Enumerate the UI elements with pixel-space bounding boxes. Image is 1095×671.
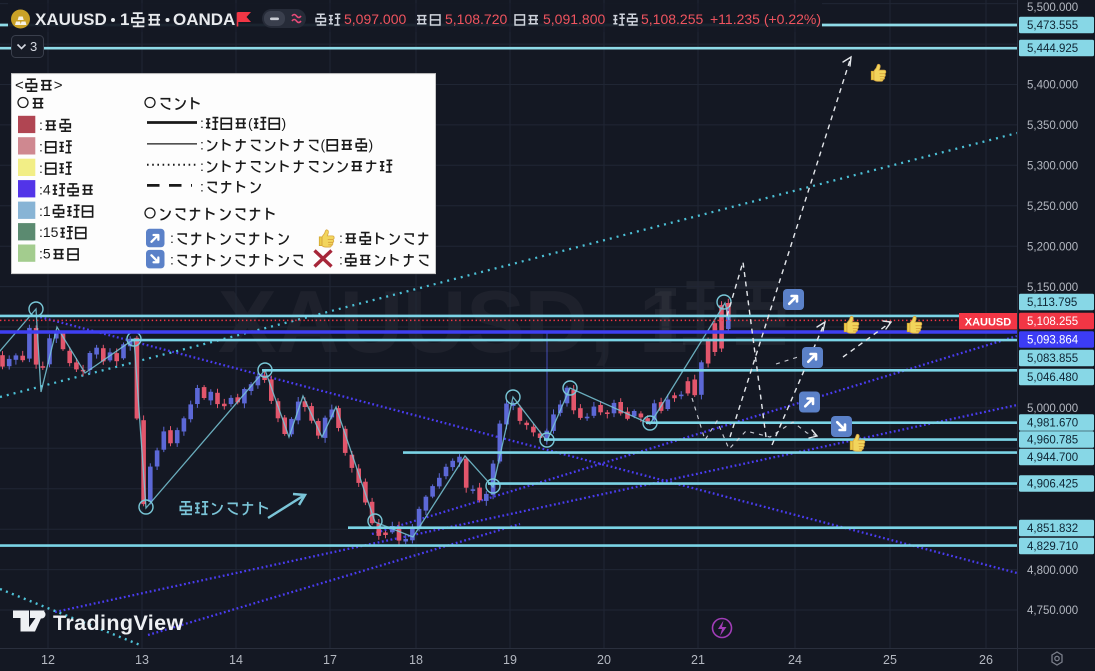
svg-text:5,200.000: 5,200.000: [1027, 241, 1078, 253]
svg-text::5: :5: [39, 246, 51, 262]
svg-text::4: :4: [39, 181, 51, 197]
svg-text:12: 12: [41, 653, 55, 667]
svg-text:XAUUSD: XAUUSD: [35, 10, 107, 29]
svg-text:1: 1: [120, 10, 129, 29]
svg-text:5,108.255: 5,108.255: [1027, 316, 1078, 328]
svg-text:5,400.000: 5,400.000: [1027, 80, 1078, 92]
svg-text::: :: [200, 178, 204, 194]
svg-text:18: 18: [409, 653, 423, 667]
svg-text:24: 24: [788, 653, 802, 667]
svg-text::: :: [170, 252, 174, 268]
svg-text:3: 3: [30, 39, 37, 54]
svg-text:19: 19: [503, 653, 517, 667]
svg-text::: :: [200, 158, 204, 174]
svg-text:XAUUSD: XAUUSD: [218, 272, 588, 371]
svg-text::: :: [39, 160, 43, 176]
svg-text:25: 25: [883, 653, 897, 667]
svg-text:5,091.800: 5,091.800: [543, 11, 605, 27]
svg-text:4,981.670: 4,981.670: [1027, 418, 1078, 430]
svg-text::: :: [200, 137, 204, 153]
svg-text:5,108.720: 5,108.720: [445, 11, 507, 27]
svg-text:13: 13: [135, 653, 149, 667]
svg-text::: :: [339, 230, 343, 246]
svg-text:5,300.000: 5,300.000: [1027, 161, 1078, 173]
svg-text:4,851.832: 4,851.832: [1027, 523, 1078, 535]
svg-text:OANDA: OANDA: [173, 10, 235, 29]
svg-text::: :: [170, 230, 174, 246]
svg-text:4,944.700: 4,944.700: [1027, 452, 1078, 464]
svg-text:4,800.000: 4,800.000: [1027, 565, 1078, 577]
svg-text:+11.235 (+0.22%): +11.235 (+0.22%): [710, 11, 821, 27]
svg-text:5,000.000: 5,000.000: [1027, 403, 1078, 415]
svg-text:): ): [369, 137, 374, 153]
svg-text:4,829.710: 4,829.710: [1027, 541, 1078, 553]
svg-text:(: (: [321, 137, 326, 153]
svg-text:21: 21: [691, 653, 705, 667]
svg-text:XAUUSD: XAUUSD: [965, 317, 1012, 329]
svg-text:>: >: [54, 77, 63, 94]
svg-text::15: :15: [39, 224, 59, 240]
svg-text:): ): [282, 115, 287, 131]
svg-text:4,960.785: 4,960.785: [1027, 435, 1078, 447]
svg-text:26: 26: [979, 653, 993, 667]
svg-text:5,083.855: 5,083.855: [1027, 353, 1078, 365]
svg-text:5,250.000: 5,250.000: [1027, 201, 1078, 213]
svg-text:5,473.555: 5,473.555: [1027, 20, 1078, 32]
svg-text::: :: [339, 252, 343, 268]
svg-text:5,500.000: 5,500.000: [1027, 2, 1078, 14]
svg-text:5,093.864: 5,093.864: [1027, 335, 1079, 347]
svg-text:5,113.795: 5,113.795: [1027, 297, 1077, 309]
svg-text:5,046.480: 5,046.480: [1027, 372, 1078, 384]
svg-text::: :: [200, 115, 204, 131]
svg-text:<: <: [15, 77, 24, 94]
svg-text:5,150.000: 5,150.000: [1027, 282, 1078, 294]
svg-text:17: 17: [323, 653, 337, 667]
svg-text::: :: [39, 138, 43, 154]
svg-text:TradingView: TradingView: [53, 611, 184, 635]
svg-text::: :: [39, 117, 43, 133]
svg-text::1: :1: [39, 203, 51, 219]
svg-text:14: 14: [229, 653, 243, 667]
svg-text:5,350.000: 5,350.000: [1027, 120, 1078, 132]
svg-text:(: (: [248, 115, 253, 131]
svg-text:5,444.925: 5,444.925: [1027, 43, 1078, 55]
svg-text:4,906.425: 4,906.425: [1027, 479, 1078, 491]
svg-text:4,750.000: 4,750.000: [1027, 605, 1078, 617]
svg-text:20: 20: [597, 653, 611, 667]
svg-text:5,108.255: 5,108.255: [641, 11, 703, 27]
svg-text:5,097.000: 5,097.000: [344, 11, 406, 27]
